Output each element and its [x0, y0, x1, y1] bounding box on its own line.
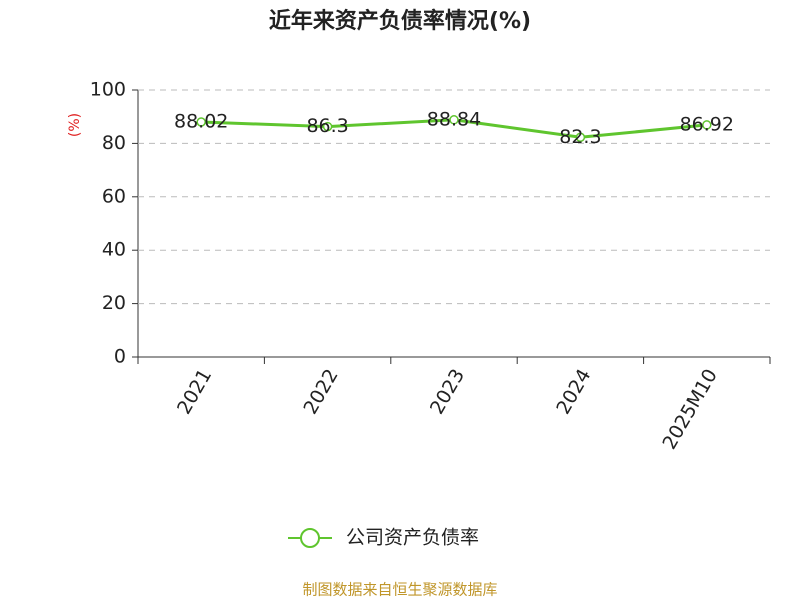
- source-note: 制图数据来自恒生聚源数据库: [302, 581, 497, 599]
- x-tick-label: 2024: [552, 365, 595, 418]
- point: [575, 132, 586, 143]
- point: [196, 117, 206, 127]
- y-tick-label: 60: [102, 185, 126, 207]
- legend-marker: [300, 528, 320, 548]
- data-label: 88.02: [174, 110, 228, 132]
- point: [322, 121, 333, 132]
- y-tick-label: 100: [90, 79, 126, 101]
- data-label: 86.92: [680, 113, 734, 135]
- chart-title: 近年来资产负债率情况(%): [269, 8, 531, 34]
- y-tick-label: 0: [114, 346, 126, 368]
- data-label: 86.3: [306, 115, 348, 137]
- point: [702, 120, 712, 130]
- data-label: 82.3: [559, 126, 601, 148]
- x-tick-label: 2025M10: [658, 365, 722, 453]
- x-tick-label: 2023: [426, 365, 469, 418]
- data-label: 88.84: [427, 108, 481, 130]
- legend-label: 公司资产负债率: [346, 527, 479, 549]
- y-tick-label: 20: [102, 292, 126, 314]
- y-tick-label: 80: [102, 132, 126, 154]
- y-tick-label: 40: [102, 239, 126, 261]
- x-tick-label: 2021: [173, 365, 216, 418]
- point: [449, 115, 459, 125]
- x-tick-label: 2022: [299, 365, 342, 418]
- y-axis-label: (%): [67, 113, 83, 137]
